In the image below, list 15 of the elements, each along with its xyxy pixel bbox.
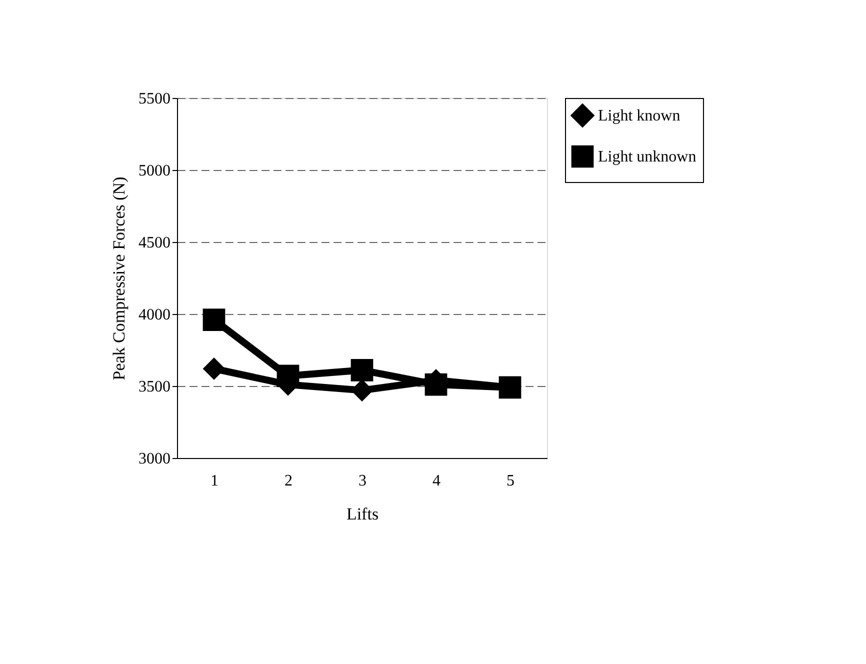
x-tick-label: 2 [284, 472, 292, 490]
x-tick-label: 3 [358, 472, 366, 490]
y-axis-title: Peak Compressive Forces (N) [110, 176, 128, 380]
y-tick-label: 3000 [138, 450, 170, 468]
y-tick-label: 4000 [138, 306, 170, 324]
x-tick-label: 1 [210, 472, 218, 490]
legend-label: Light unknown [598, 148, 696, 166]
y-tick-label: 5000 [138, 162, 170, 180]
x-tick-label: 5 [506, 472, 514, 490]
legend-label: Light known [598, 108, 680, 124]
y-tick-label: 5500 [138, 90, 170, 108]
x-tick-label: 4 [432, 472, 440, 490]
y-tick-label: 3500 [138, 378, 170, 396]
y-tick-label: 4500 [138, 234, 170, 252]
x-axis-title: Lifts [346, 504, 379, 524]
